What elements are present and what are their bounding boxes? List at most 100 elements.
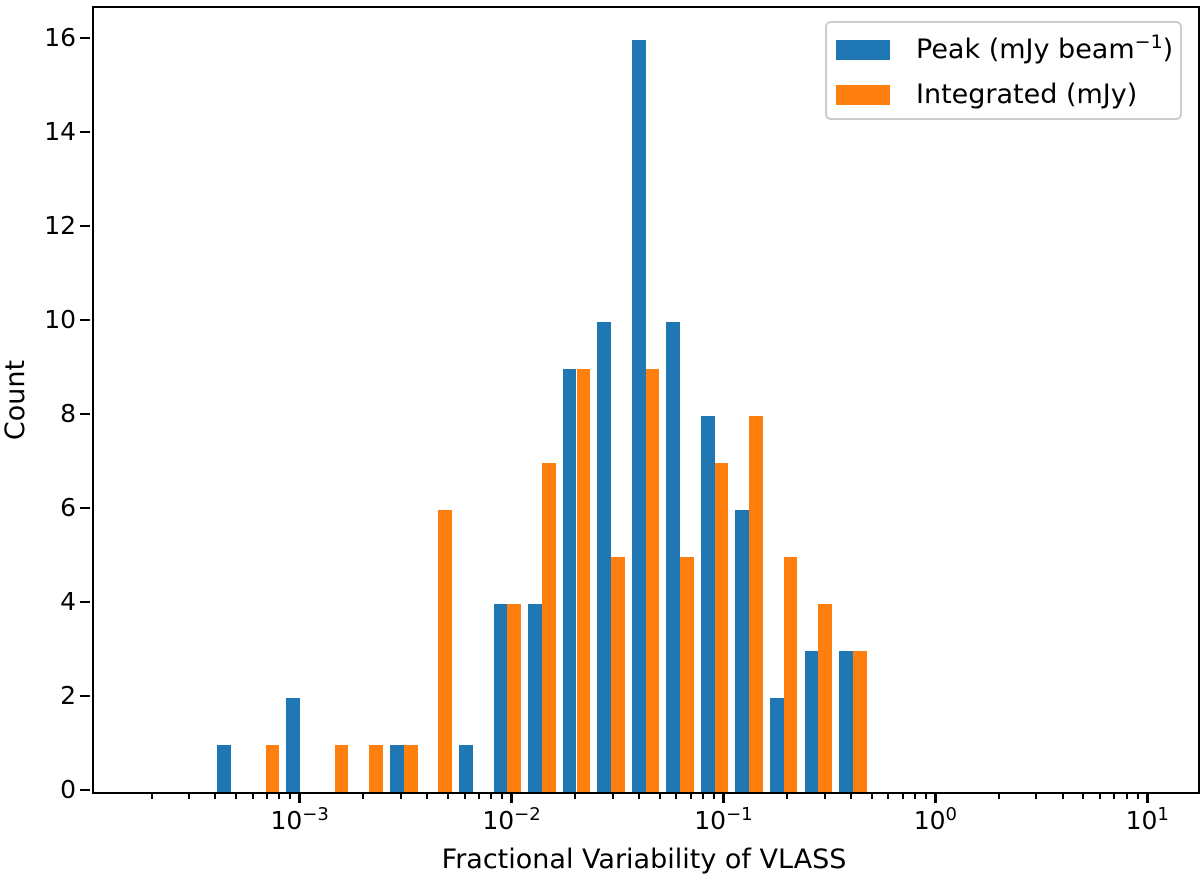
y-tick-label: 14 (44, 116, 76, 146)
x-minor-tick (1099, 792, 1102, 799)
legend-swatch-peak (836, 39, 890, 60)
histogram-bar-peak (735, 510, 750, 792)
y-tick (79, 600, 90, 604)
histogram-bar-peak (666, 322, 681, 792)
x-tick-label: 10−3 (270, 803, 329, 835)
y-tick-label: 12 (44, 210, 76, 240)
x-major-tick (298, 792, 301, 803)
histogram-bar-peak (631, 40, 646, 792)
y-tick (79, 36, 90, 40)
y-tick-label: 8 (60, 398, 76, 428)
y-tick-label: 4 (60, 586, 76, 616)
x-minor-tick (1136, 792, 1139, 799)
histogram-bar-integrated (749, 416, 763, 792)
x-tick-label: 10−2 (482, 803, 541, 835)
histogram-bar-integrated (783, 557, 798, 792)
x-minor-tick (823, 792, 826, 799)
histogram-bar-peak (839, 651, 853, 792)
x-minor-tick (574, 792, 577, 799)
histogram-bar-integrated (334, 745, 349, 792)
histogram-bar-peak (459, 745, 473, 792)
x-minor-tick (901, 792, 904, 799)
x-tick-label: 10−1 (694, 803, 753, 835)
x-minor-tick (150, 792, 153, 799)
x-major-tick (722, 792, 725, 803)
histogram-bar-peak (769, 698, 784, 792)
x-minor-tick (463, 792, 466, 799)
y-axis-label: Count (0, 359, 31, 441)
histogram-bar-peak (700, 416, 715, 792)
y-tick (79, 694, 90, 698)
x-minor-tick (288, 792, 291, 799)
y-tick (79, 506, 90, 510)
histogram-bar-peak (286, 698, 301, 792)
x-minor-tick (786, 792, 789, 799)
y-tick-label: 10 (44, 304, 76, 334)
x-minor-tick (362, 792, 365, 799)
y-tick-label: 6 (60, 492, 76, 522)
x-minor-tick (887, 792, 890, 799)
histogram-bar-integrated (680, 557, 694, 792)
y-tick-label: 0 (60, 775, 76, 804)
x-minor-tick (924, 792, 927, 799)
x-minor-tick (611, 792, 614, 799)
y-tick-label: 2 (60, 680, 76, 710)
x-minor-tick (1061, 792, 1064, 799)
y-tick (79, 224, 90, 228)
x-minor-tick (701, 792, 704, 799)
legend-swatch-integrated (836, 84, 890, 105)
plot-area: Peak (mJy beam−1) Integrated (mJy) (92, 6, 1200, 794)
histogram-bar-integrated (438, 510, 453, 792)
histogram-bar-peak (390, 745, 404, 792)
histogram-bar-peak (217, 745, 232, 792)
x-minor-tick (1125, 792, 1128, 799)
y-tick (79, 130, 90, 134)
y-tick (79, 412, 90, 416)
x-minor-tick (1035, 792, 1038, 799)
x-minor-tick (870, 792, 873, 799)
legend-item-integrated: Integrated (mJy) (836, 72, 1170, 117)
x-major-tick (1146, 792, 1149, 803)
x-minor-tick (675, 792, 678, 799)
x-minor-tick (214, 792, 217, 799)
histogram-bar-peak (493, 604, 508, 792)
x-minor-tick (850, 792, 853, 799)
histogram-bar-integrated (818, 604, 833, 792)
histogram-bar-integrated (265, 745, 280, 792)
y-tick (79, 788, 90, 792)
x-minor-tick (278, 792, 281, 799)
x-minor-tick (234, 792, 237, 799)
histogram-bar-integrated (714, 463, 729, 792)
legend-item-peak: Peak (mJy beam−1) (836, 27, 1173, 72)
histogram-bar-integrated (369, 745, 384, 792)
y-tick-label: 16 (44, 22, 76, 52)
x-minor-tick (265, 792, 268, 799)
histogram-bar-integrated (542, 463, 556, 792)
histogram-bar-peak (562, 369, 577, 792)
x-minor-tick (490, 792, 493, 799)
histogram-bar-integrated (645, 369, 660, 792)
x-minor-tick (446, 792, 449, 799)
histogram-bar-integrated (576, 369, 591, 792)
histogram-bar-peak (804, 651, 819, 792)
x-minor-tick (998, 792, 1001, 799)
legend-label-integrated: Integrated (mJy) (916, 79, 1138, 110)
x-axis-label: Fractional Variability of VLASS (441, 844, 847, 875)
x-minor-tick (1082, 792, 1085, 799)
x-minor-tick (251, 792, 254, 799)
histogram-bar-integrated (507, 604, 522, 792)
x-tick-label: 101 (1125, 803, 1169, 835)
x-minor-tick (658, 792, 661, 799)
x-minor-tick (500, 792, 503, 799)
x-minor-tick (1113, 792, 1116, 799)
x-minor-tick (913, 792, 916, 799)
x-minor-tick (477, 792, 480, 799)
x-minor-tick (638, 792, 641, 799)
histogram-bar-integrated (611, 557, 625, 792)
histogram-bar-peak (597, 322, 611, 792)
y-tick (79, 318, 90, 322)
x-major-tick (510, 792, 513, 803)
x-minor-tick (426, 792, 429, 799)
x-tick-label: 100 (913, 803, 957, 835)
